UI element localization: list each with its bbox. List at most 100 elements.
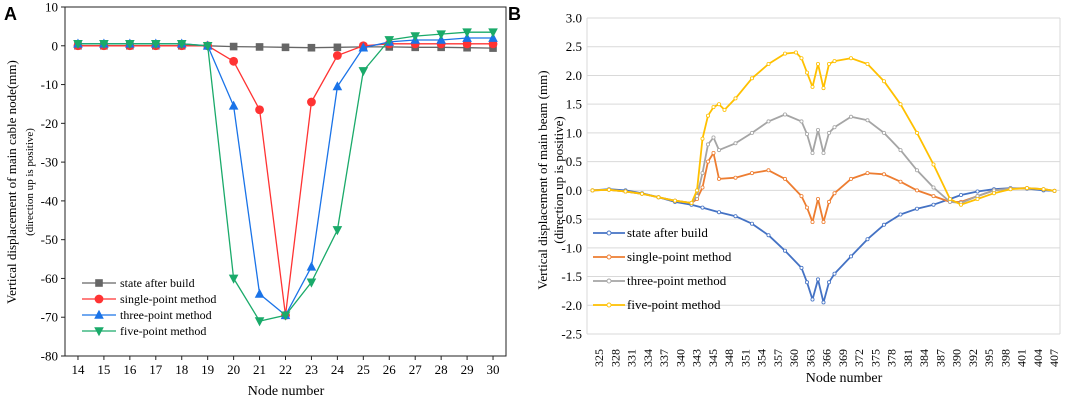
panel-b-data-point: [821, 150, 826, 155]
panel-a-xtick-label: 23: [305, 362, 318, 377]
panel-b-ytick-label: -2.5: [561, 327, 582, 342]
panel-b-ytick-label: -1.0: [561, 240, 582, 255]
panel-b-data-point: [783, 248, 788, 253]
panel-b-data-point: [766, 62, 771, 67]
panel-b-xtick-label: 345: [706, 349, 720, 367]
panel-b-data-point: [1008, 187, 1013, 192]
panel-b-data-point: [810, 219, 815, 224]
panel-b-data-point: [959, 202, 964, 207]
panel-b-data-point: [832, 125, 837, 130]
panel-a-series-4: [73, 28, 498, 327]
panel-b-data-point: [931, 162, 936, 167]
panel-a-data-point: [306, 278, 317, 288]
panel-b-xtick-label: 375: [868, 349, 882, 367]
panel-b-data-point: [810, 84, 815, 89]
panel-a-series: [73, 28, 498, 327]
panel-b-data-point: [1025, 186, 1030, 191]
panel-b-axes: 3.0 2.5 2.0 1.5 1.0 0.5 0.0 -0.5 -1.0 -1.5 -2.0 -2.…: [561, 11, 1061, 368]
panel-b-ytick-label: -2.0: [561, 298, 582, 313]
panel-b-data-point: [816, 196, 821, 201]
panel-b-data-point: [750, 171, 755, 176]
panel-b-ytick-label: -0.5: [561, 212, 582, 227]
panel-b-data-point: [882, 222, 887, 227]
panel-b-series-line: [592, 187, 1055, 304]
panel-b-xtick-label: 369: [836, 349, 850, 367]
panel-a-data-point: [436, 30, 446, 40]
panel-b-data-point: [898, 148, 903, 153]
panel-b-xtick-label: 381: [901, 349, 915, 367]
panel-a-legend: state after build single-point method thre…: [82, 276, 216, 338]
panel-a-data-point: [306, 261, 317, 271]
panel-b-ytick-label: 1.0: [566, 125, 582, 140]
panel-b-data-point: [640, 191, 645, 196]
panel-a-data-point: [229, 56, 239, 66]
panel-b-data-point: [849, 254, 854, 259]
panel-b-data-point: [816, 62, 821, 67]
panel-a-xtick-label: 25: [357, 362, 370, 377]
panel-a-data-point: [254, 317, 265, 327]
panel-a-data-point: [150, 40, 161, 50]
panel-b-xtick-label: 395: [982, 349, 996, 367]
panel-b-data-point: [700, 136, 705, 141]
panel-b-xtick-label: 360: [787, 349, 801, 367]
panel-b-xtick-label: 348: [722, 349, 736, 367]
panel-a-data-point: [307, 43, 316, 52]
panel-a-ylabel: Vertical displacement of main cable node…: [4, 60, 19, 304]
panel-b-letter: B: [508, 4, 521, 24]
panel-b-xtick-label: 363: [803, 349, 817, 367]
panel-a-letter: A: [4, 4, 17, 24]
panel-a-legend-label: five-point method: [120, 324, 206, 338]
panel-b-data-point: [805, 280, 810, 285]
panel-b-xtick-label: 331: [625, 349, 639, 367]
panel-b-xtick-label: 357: [771, 349, 785, 367]
panel-b-data-point: [975, 196, 980, 201]
panel-b-data-point: [821, 300, 826, 305]
panel-a-data-point: [333, 43, 342, 52]
panel-a-legend-label: single-point method: [120, 292, 216, 306]
panel-b-data-point: [607, 187, 612, 192]
panel-a-data-point: [332, 226, 343, 236]
panel-b-data-point: [717, 102, 722, 107]
panel-b-data-point: [821, 219, 826, 224]
panel-b-data-point: [1041, 187, 1046, 192]
panel-b-series: [590, 50, 1057, 305]
panel-b-data-point: [689, 200, 694, 205]
panel-b-data-point: [805, 132, 810, 137]
panel-b-data-point: [821, 86, 826, 91]
panel-b-ytick-label: -1.5: [561, 269, 582, 284]
panel-a-ytick-label: 10: [45, 0, 58, 15]
panel-b-data-point: [700, 185, 705, 190]
panel-b-data-point: [695, 188, 700, 193]
panel-b-data-point: [992, 191, 997, 196]
panel-a-ytick-label: -40: [41, 193, 58, 208]
panel-b-data-point: [799, 265, 804, 270]
panel-b-data-point: [816, 127, 821, 132]
panel-a-xtick-label: 28: [435, 362, 448, 377]
panel-b-data-point: [915, 206, 920, 211]
panel-b-data-point: [865, 237, 870, 242]
panel-b-data-point: [849, 114, 854, 119]
panel-a-data-point: [228, 100, 239, 110]
panel-b-data-point: [706, 142, 711, 147]
panel-b-ytick-label: 0.0: [566, 183, 582, 198]
panel-b-xtick-label: 351: [738, 349, 752, 367]
panel-b-data-point: [849, 176, 854, 181]
panel-b-xtick-label: 354: [755, 349, 769, 367]
panel-a-data-point: [307, 97, 316, 107]
panel-b-legend-label: single-point method: [627, 249, 732, 264]
panel-b-ytick-label: 2.0: [566, 68, 582, 83]
panel-a-data-point: [202, 41, 213, 52]
panel-b-data-point: [794, 50, 799, 55]
panel-b-data-point: [733, 175, 738, 180]
panel-b-data-point: [827, 62, 832, 67]
panel-b-data-point: [898, 179, 903, 184]
panel-b-xtick-label: 337: [657, 349, 671, 367]
panel-b-ytick-label: 2.5: [566, 39, 582, 54]
panel-b-data-point: [832, 59, 837, 64]
panel-b-data-point: [717, 210, 722, 215]
panel-b-data-point: [805, 70, 810, 75]
panel-b-data-point: [975, 189, 980, 194]
panel-b-xtick-label: 401: [1015, 349, 1029, 367]
panel-b-data-point: [623, 189, 628, 194]
